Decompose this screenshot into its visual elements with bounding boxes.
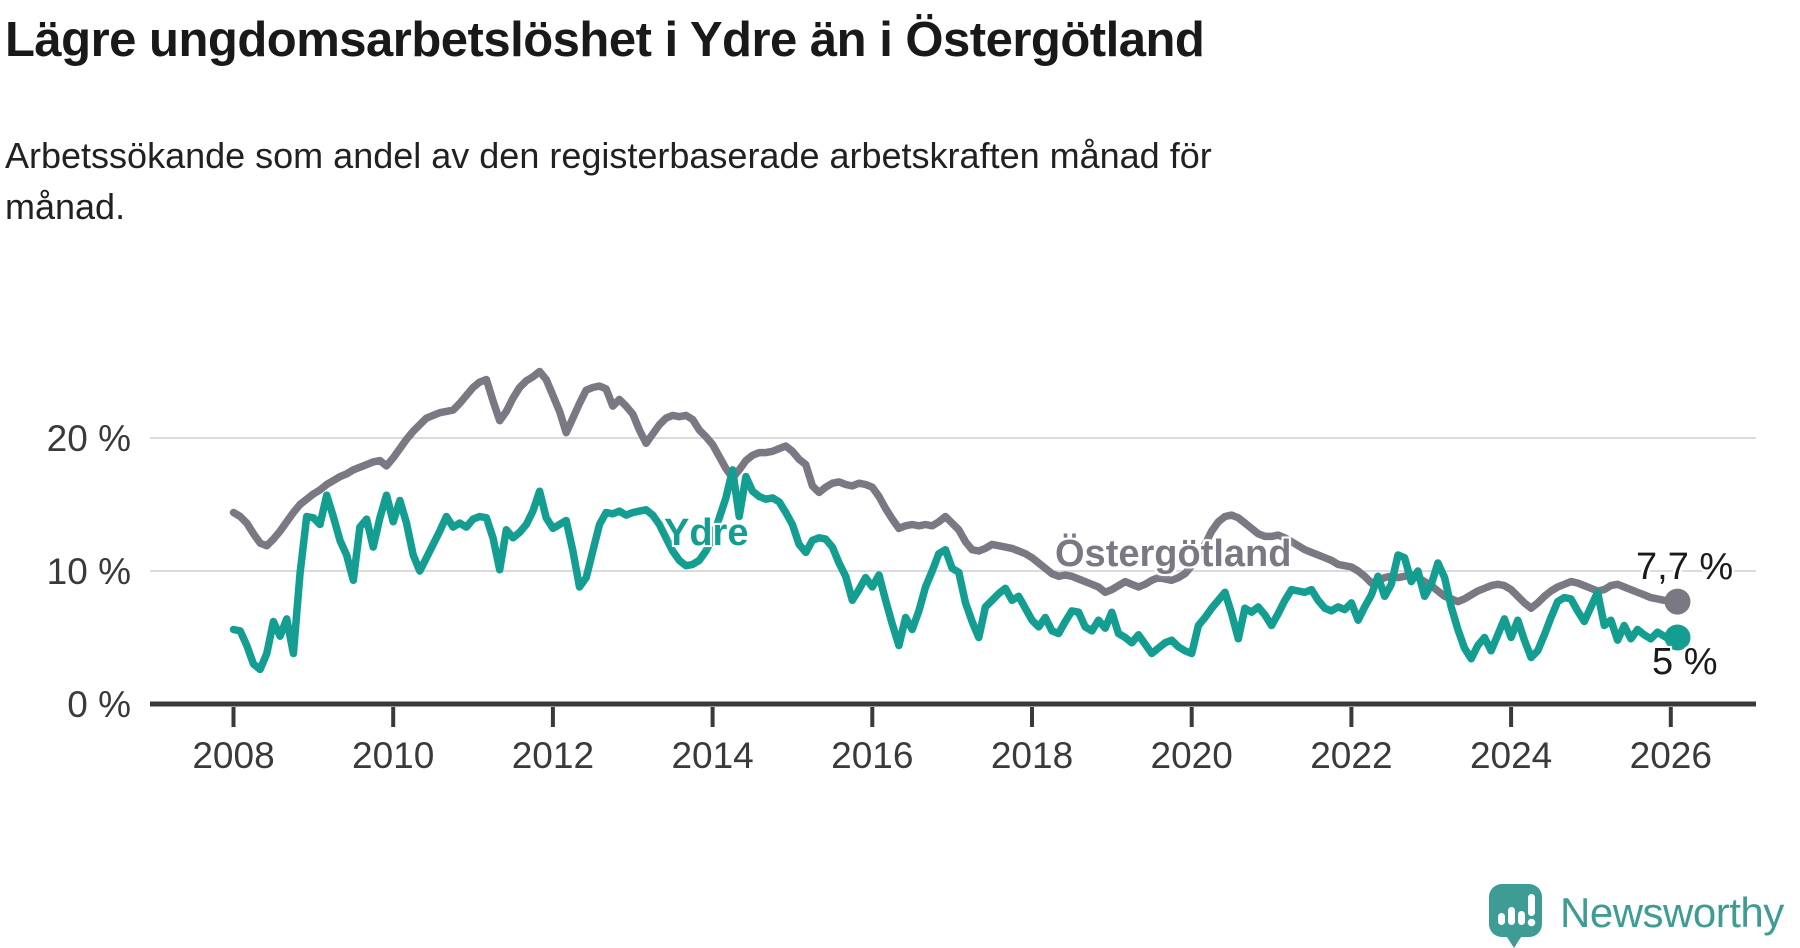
x-tick-label: 2024 (1470, 735, 1552, 776)
x-tick-label: 2022 (1310, 735, 1392, 776)
x-tick-label: 2016 (831, 735, 913, 776)
x-tick-label: 2012 (512, 735, 594, 776)
x-tick-label: 2008 (192, 735, 274, 776)
chart-subtitle: Arbetssökande som andel av den registerb… (5, 135, 1212, 228)
chart-title: Lägre ungdomsarbetslöshet i Ydre än i Ös… (5, 13, 1205, 67)
x-tick-label: 2010 (352, 735, 434, 776)
y-tick-label: 20 % (47, 418, 131, 459)
series-endpoint-ostergotland (1664, 588, 1691, 615)
x-tick-label: 2018 (991, 735, 1073, 776)
newsworthy-logo: Newsworthy (1489, 884, 1784, 948)
series-endpoint-ydre (1664, 624, 1691, 651)
newsworthy-logo-icon (1489, 884, 1545, 948)
y-tick-label: 0 % (67, 684, 131, 725)
series-label-ostergotland: Östergötland (1055, 533, 1292, 575)
end-value-label-ydre: 5 % (1652, 641, 1718, 683)
series-line-ydre (229, 466, 1682, 674)
series-line-ostergotland (229, 367, 1682, 612)
x-tick-label: 2026 (1630, 735, 1712, 776)
series-label-ydre: Ydre (664, 512, 749, 554)
x-tick-label: 2014 (671, 735, 753, 776)
x-tick-label: 2020 (1151, 735, 1233, 776)
end-value-label-ostergotland: 7,7 % (1636, 546, 1734, 588)
y-tick-label: 10 % (47, 551, 131, 592)
newsworthy-logo-text: Newsworthy (1560, 889, 1784, 936)
